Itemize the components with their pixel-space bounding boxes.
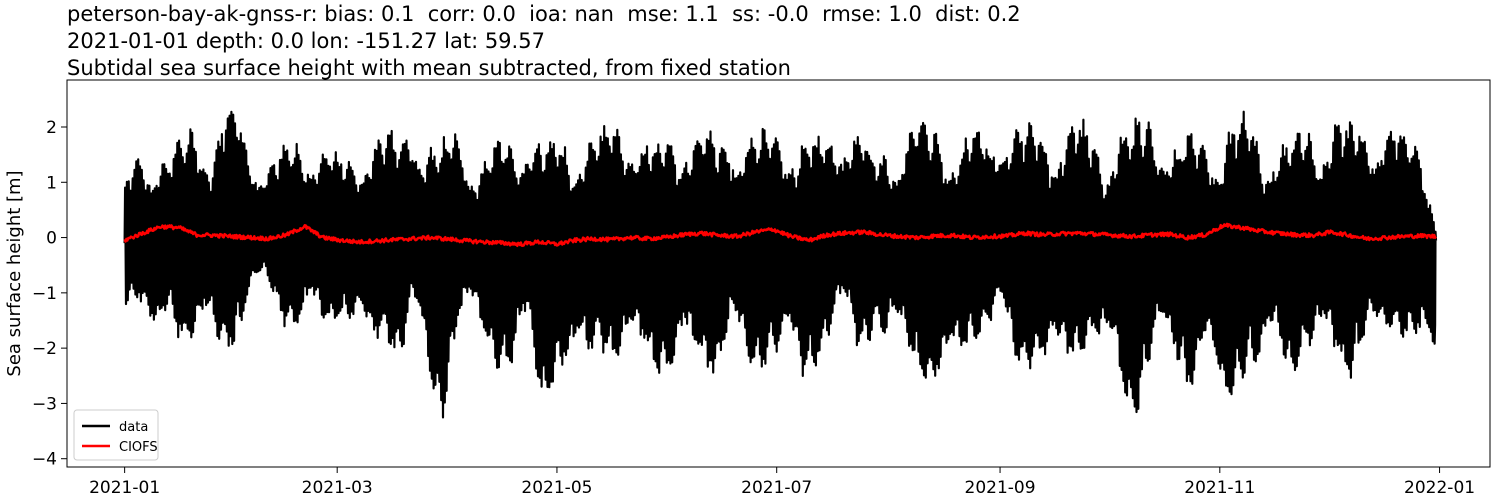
legend-entry-ciofs: CIOFS [119, 440, 158, 455]
x-tick-label: 2022-01 [1404, 478, 1475, 498]
y-axis: −4 −3 −2 −1 0 1 2 [32, 118, 67, 470]
y-axis-label: Sea surface height [m] [4, 170, 25, 376]
chart-title-location: 2021-01-01 depth: 0.0 lon: -151.27 lat: … [67, 29, 545, 53]
series-layer [123, 110, 1438, 419]
legend: data CIOFS [73, 409, 159, 461]
x-axis: 2021-01 2021-03 2021-05 2021-07 2021-09 2021-… [89, 467, 1475, 498]
x-tick-label: 2021-11 [1184, 478, 1255, 498]
y-tick-label: −2 [32, 339, 57, 359]
chart-title-metrics: peterson-bay-ak-gnss-r: bias: 0.1 corr: … [67, 2, 1021, 26]
x-tick-label: 2021-09 [965, 478, 1036, 498]
y-tick-label: 0 [46, 229, 57, 249]
series-line-ciofs [123, 222, 1437, 248]
legend-entry-data: data [119, 420, 148, 435]
legend-box [73, 409, 159, 461]
x-tick-label: 2021-07 [741, 478, 812, 498]
y-tick-label: −1 [32, 284, 57, 304]
chart-title-description: Subtidal sea surface height with mean su… [67, 56, 791, 80]
y-tick-label: 2 [46, 118, 57, 138]
y-tick-label: −4 [32, 450, 57, 470]
plot-area-frame [66, 79, 1491, 468]
y-tick-label: 1 [46, 173, 57, 193]
x-tick-label: 2021-05 [521, 478, 592, 498]
y-tick-label: −3 [32, 394, 57, 414]
series-line-data [123, 110, 1438, 419]
x-tick-label: 2021-01 [89, 478, 160, 498]
x-tick-label: 2021-03 [302, 478, 373, 498]
